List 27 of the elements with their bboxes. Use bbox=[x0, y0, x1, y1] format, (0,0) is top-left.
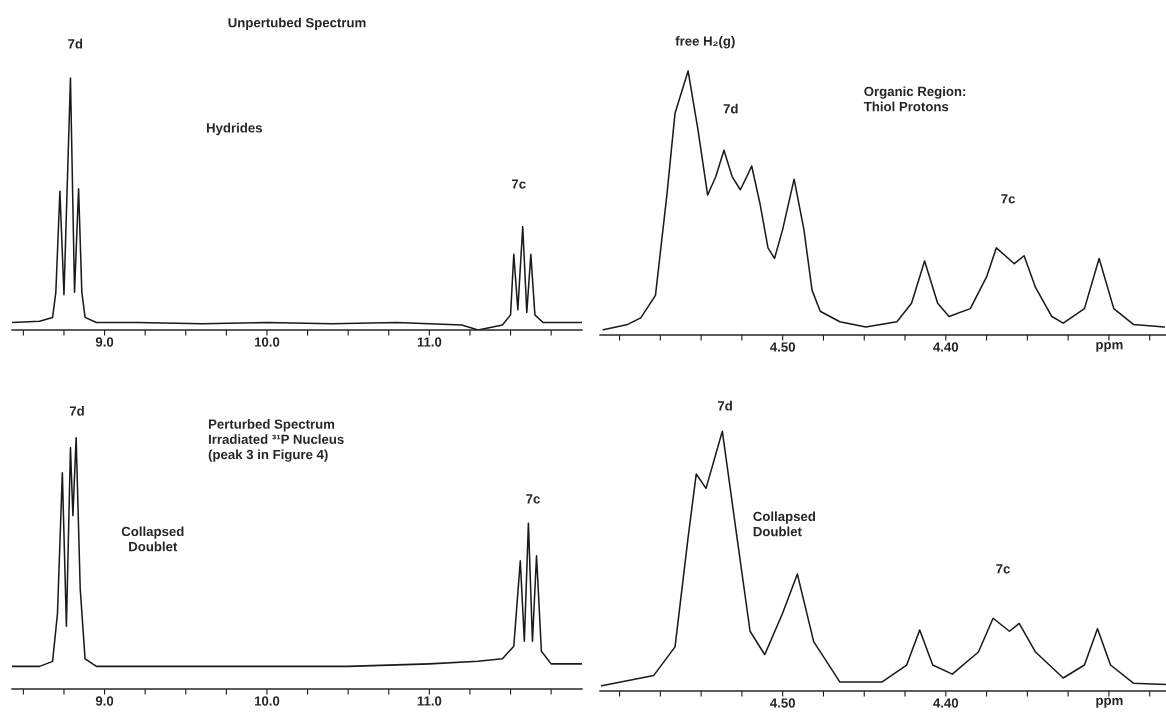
text: 7d bbox=[69, 405, 84, 416]
x-tick-label: 10.0 bbox=[254, 337, 280, 347]
x-tick-label: 4.40 bbox=[933, 342, 959, 352]
annotation: 7c bbox=[526, 494, 540, 504]
annotation: Collapsed Doublet bbox=[753, 511, 815, 537]
text: 7d bbox=[717, 400, 732, 411]
x-tick-label: 10.0 bbox=[254, 696, 280, 706]
annotation: Hydrides bbox=[206, 122, 262, 136]
text: free H₂(g) bbox=[675, 36, 735, 49]
annotation: Collapsed Doublet bbox=[121, 526, 184, 552]
x-tick-label: 11.0 bbox=[417, 337, 442, 347]
x-axis-title: ppm bbox=[1096, 697, 1123, 708]
annotation: 7d bbox=[723, 103, 738, 114]
chart-title: Unpertubed Spectrum bbox=[228, 17, 366, 30]
annotation: Organic Region: Thiol Protons bbox=[863, 86, 966, 112]
x-tick-label: 4.50 bbox=[770, 342, 795, 352]
x-tick-label: 4.40 bbox=[933, 698, 959, 708]
x-tick-label: 9.0 bbox=[95, 337, 114, 347]
annotation: 7c bbox=[996, 564, 1010, 574]
annotation: 7c bbox=[511, 179, 526, 189]
x-tick-label: 11.0 bbox=[417, 696, 442, 706]
text: 7d bbox=[68, 38, 83, 49]
x-tick-label: 9.0 bbox=[95, 696, 114, 706]
annotation: Perturbed Spectrum Irradiated ³¹P Nucleus (peak 3 in Figure 4) bbox=[208, 419, 344, 462]
x-axis-title: ppm bbox=[1096, 342, 1123, 352]
annotation: 7c bbox=[1001, 194, 1016, 204]
x-tick-label: 4.50 bbox=[770, 698, 795, 708]
